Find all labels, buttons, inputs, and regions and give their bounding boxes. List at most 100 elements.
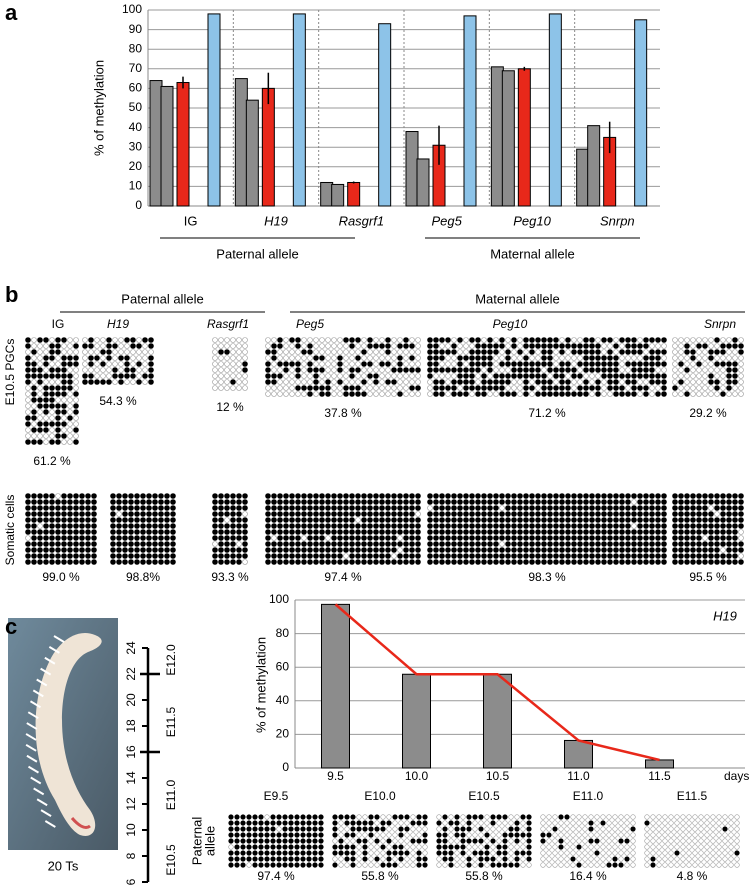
cpg-dot (577, 851, 582, 856)
cpg-dot (650, 392, 655, 397)
cpg-dot (434, 560, 439, 565)
cpg-dot (681, 857, 686, 862)
cpg-dot (38, 368, 43, 373)
cpg-dot (530, 560, 535, 565)
cpg-dot (32, 368, 37, 373)
cpg-dot (68, 434, 73, 439)
cpg-dot (386, 530, 391, 535)
cpg-dot (685, 500, 690, 505)
cpg-dot (608, 554, 613, 559)
cpg-dot (326, 494, 331, 499)
cpg-dot (602, 518, 607, 523)
cpg-dot (446, 386, 451, 391)
cpg-dot (739, 356, 744, 361)
cpg-dot (614, 512, 619, 517)
cpg-dot (265, 827, 270, 832)
cpg-dot (32, 416, 37, 421)
cpg-dot (428, 368, 433, 373)
cpg-dot (284, 500, 289, 505)
cpg-dot (715, 368, 720, 373)
cpg-dot (314, 494, 319, 499)
cpg-dot (416, 392, 421, 397)
cpg-dot (584, 524, 589, 529)
cpg-dot (595, 815, 600, 820)
cpg-dot (464, 350, 469, 355)
cpg-dot (705, 833, 710, 838)
cpg-dot (691, 344, 696, 349)
cpg-dot (434, 350, 439, 355)
cpg-dot (443, 839, 448, 844)
cpg-dot (482, 560, 487, 565)
cpg-dot (470, 368, 475, 373)
cpg-dot (344, 368, 349, 373)
cpg-dot (553, 827, 558, 832)
cpg-dot (632, 542, 637, 547)
cpg-dot (536, 344, 541, 349)
cpg-dot (86, 524, 91, 529)
cpg-dot (590, 494, 595, 499)
cpg-dot (302, 362, 307, 367)
cpg-dot (428, 356, 433, 361)
cpg-dot (547, 833, 552, 838)
cpg-dot (416, 494, 421, 499)
cpg-dot (595, 821, 600, 826)
cpg-dot (295, 857, 300, 862)
cpg-dot (231, 362, 236, 367)
cpg-dot (302, 542, 307, 547)
cpg-dot (374, 554, 379, 559)
cpg-dot (709, 350, 714, 355)
cpg-dot (387, 821, 392, 826)
cpg-dot (113, 380, 118, 385)
cpg-dot (560, 338, 565, 343)
cpg-dot (295, 821, 300, 826)
cpg-dot (464, 530, 469, 535)
cpg-dot (386, 368, 391, 373)
cpg-dot (237, 554, 242, 559)
cpg-dot (577, 857, 582, 862)
cpg-dot (56, 392, 61, 397)
cpg-dot (685, 380, 690, 385)
cpg-dot (479, 821, 484, 826)
cpg-dot (278, 344, 283, 349)
bar (502, 71, 514, 206)
cpg-dot (241, 857, 246, 862)
cpg-dot (416, 554, 421, 559)
cpg-dot (332, 356, 337, 361)
cpg-dot (541, 857, 546, 862)
cpg-grid (213, 338, 248, 391)
cpg-dot (141, 548, 146, 553)
cpg-dot (626, 542, 631, 547)
cpg-dot (479, 857, 484, 862)
cpg-dot (117, 554, 122, 559)
cpg-dot (386, 560, 391, 565)
cpg-dot (301, 827, 306, 832)
cpg-dot (147, 560, 152, 565)
cpg-dot (679, 560, 684, 565)
cpg-dot (38, 356, 43, 361)
cpg-dot (131, 380, 136, 385)
cpg-dot (572, 524, 577, 529)
cpg-dot (572, 392, 577, 397)
cpg-dot (143, 374, 148, 379)
cpg-dot (608, 500, 613, 505)
cpg-dot (374, 392, 379, 397)
cpg-dot (225, 548, 230, 553)
cpg-dot (135, 554, 140, 559)
cpg-dot (62, 560, 67, 565)
cpg-dot (467, 833, 472, 838)
cpg-dot (284, 536, 289, 541)
cpg-dot (326, 350, 331, 355)
cpg-dot (344, 560, 349, 565)
cpg-dot (332, 500, 337, 505)
cpg-dot (452, 524, 457, 529)
cpg-dot (675, 857, 680, 862)
cpg-dot (662, 554, 667, 559)
gene-label: IG (52, 317, 65, 331)
cpg-dot (86, 500, 91, 505)
cpg-dot (68, 356, 73, 361)
cpg-dot (644, 512, 649, 517)
cpg-dot (703, 560, 708, 565)
cpg-dot (380, 560, 385, 565)
cpg-dot (380, 338, 385, 343)
